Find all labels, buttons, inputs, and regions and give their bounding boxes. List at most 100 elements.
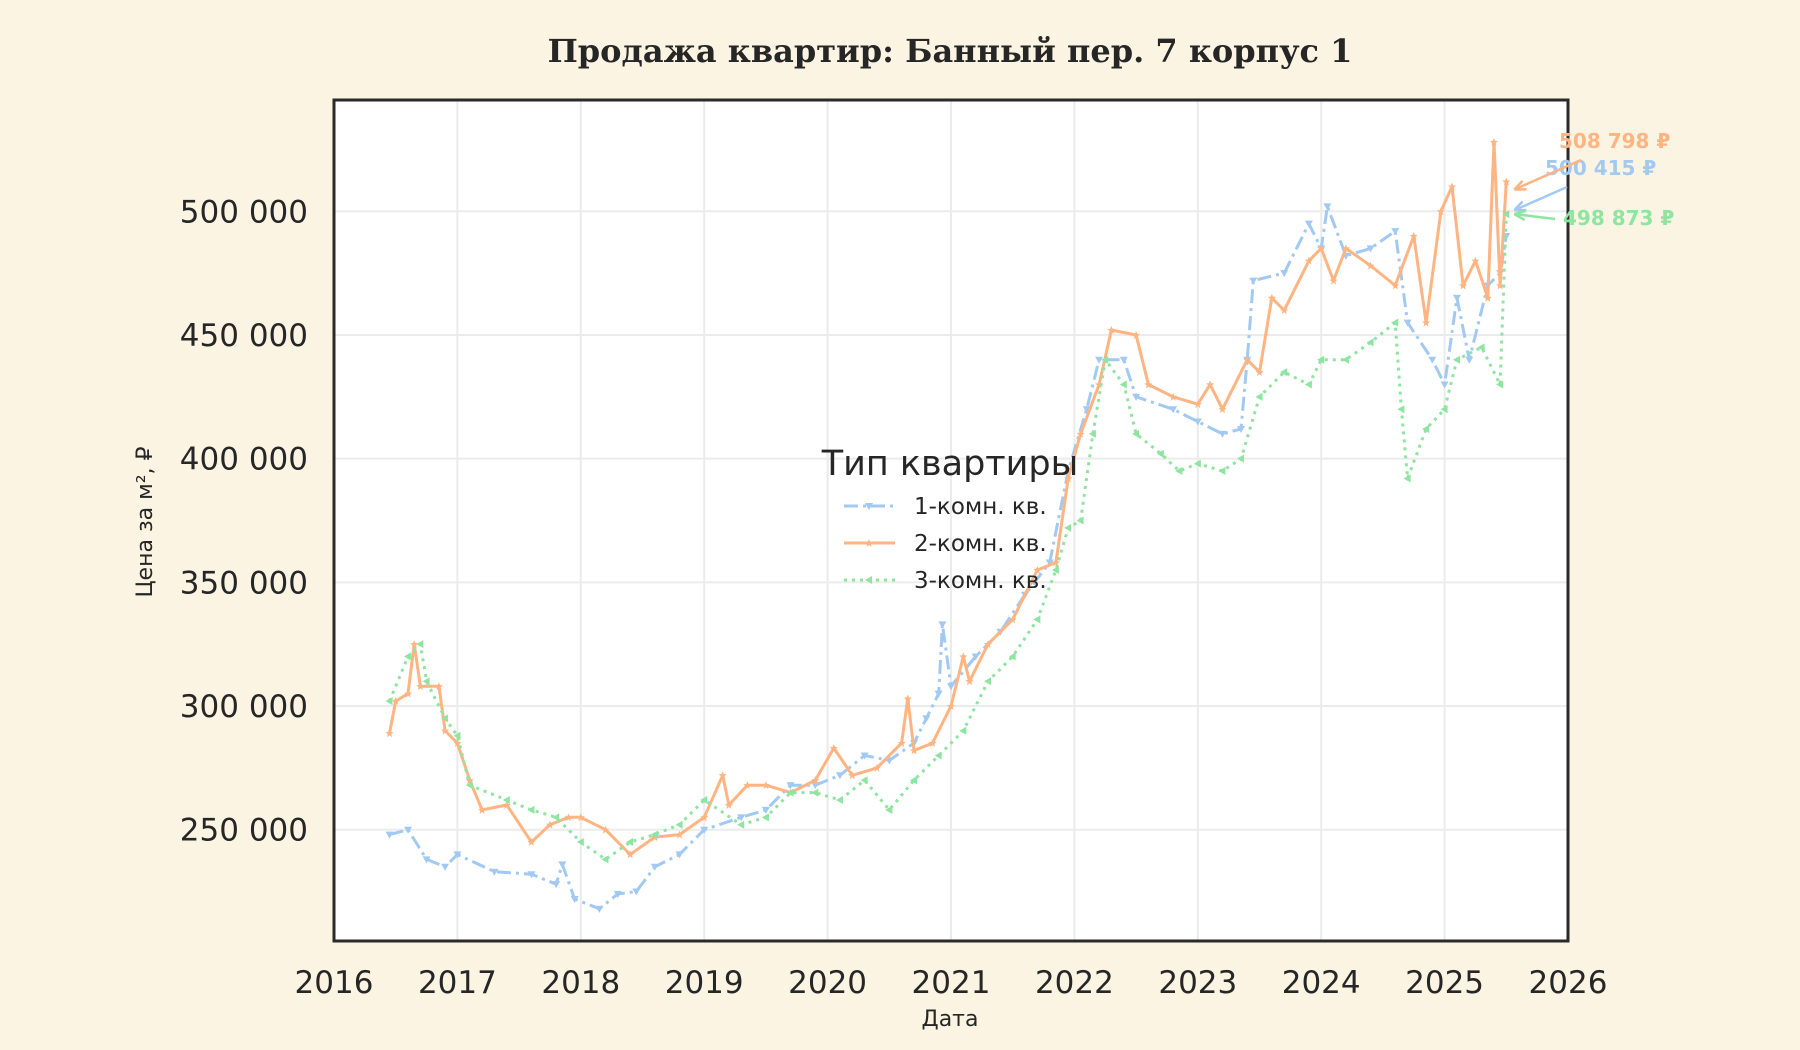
data-point	[1502, 210, 1510, 219]
data-point	[848, 771, 857, 780]
data-point	[1323, 203, 1332, 211]
data-point	[1101, 355, 1109, 364]
data-point	[811, 788, 819, 797]
data-point	[1169, 406, 1178, 414]
y-tick-label: 450 000	[180, 318, 308, 354]
legend-item-label: 1-комн. кв.	[914, 494, 1047, 520]
legend: Тип квартиры 1-комн. кв. 2-комн. кв. 3-ком…	[821, 444, 1079, 594]
data-point	[1193, 418, 1202, 426]
data-point	[965, 677, 974, 686]
data-point	[1064, 523, 1072, 532]
data-point	[934, 690, 943, 698]
data-point	[601, 855, 609, 864]
data-point	[650, 863, 659, 871]
data-point	[1236, 425, 1245, 433]
y-ticks: 250 000 300 000 350 000 400 000 450 000 500 0…	[180, 194, 308, 848]
series-3	[385, 210, 1510, 864]
series-line	[388, 214, 1508, 861]
data-point	[434, 682, 443, 691]
data-point	[934, 751, 942, 760]
data-point	[761, 781, 770, 790]
data-point	[1436, 207, 1445, 216]
data-point	[404, 826, 413, 834]
annotation-arrow	[1513, 185, 1568, 212]
data-point	[1391, 281, 1400, 290]
data-point	[626, 838, 634, 847]
data-point	[1088, 429, 1096, 438]
data-point	[1280, 368, 1288, 377]
data-point	[1144, 380, 1153, 389]
data-point	[1304, 220, 1313, 228]
data-point	[1119, 356, 1128, 364]
data-point	[872, 763, 881, 772]
annotation-arrow	[1514, 212, 1556, 221]
data-point	[1483, 293, 1492, 302]
data-point	[626, 850, 635, 859]
data-point	[441, 726, 450, 735]
data-point	[1366, 245, 1375, 253]
data-point	[453, 851, 462, 859]
data-point	[1459, 281, 1468, 290]
data-point	[441, 863, 450, 871]
data-point	[675, 851, 684, 859]
data-point	[441, 714, 449, 723]
data-point	[1409, 232, 1418, 241]
data-point	[1107, 326, 1116, 335]
data-point	[1243, 355, 1252, 364]
data-point	[410, 640, 419, 649]
data-point	[1391, 318, 1399, 327]
chart-title: Продажа квартир: Банный пер. 7 корпус 1	[548, 32, 1353, 70]
data-point	[404, 689, 413, 698]
data-point	[465, 781, 473, 790]
data-point	[422, 677, 430, 686]
data-point	[1132, 330, 1141, 339]
data-point	[1465, 356, 1474, 364]
data-point	[1064, 474, 1073, 483]
data-point	[865, 539, 873, 547]
data-point	[1448, 182, 1457, 191]
data-point	[453, 739, 462, 748]
data-point	[1440, 381, 1449, 389]
data-point	[1156, 449, 1164, 458]
data-point	[829, 744, 838, 753]
data-point	[1218, 430, 1227, 438]
data-point	[860, 776, 868, 785]
x-tick-label: 2020	[788, 965, 867, 1001]
data-point	[391, 697, 400, 706]
data-point	[1317, 244, 1326, 253]
data-point	[909, 776, 917, 785]
data-point	[1095, 380, 1104, 389]
data-point	[1502, 177, 1511, 186]
data-point	[1033, 615, 1041, 624]
last-value-annotations: 500 415 ₽508 798 ₽498 873 ₽	[1513, 129, 1674, 230]
x-tick-label: 2023	[1158, 965, 1237, 1001]
data-point	[453, 731, 461, 740]
data-point	[1132, 429, 1140, 438]
data-point	[1051, 565, 1059, 574]
data-point	[601, 825, 610, 834]
data-point	[385, 697, 393, 706]
data-point	[903, 694, 912, 703]
data-point	[959, 726, 967, 735]
x-tick-label: 2016	[295, 965, 374, 1001]
data-point	[576, 838, 584, 847]
data-point	[416, 682, 425, 691]
data-point	[552, 881, 561, 889]
annotation-arrowhead	[1513, 209, 1527, 222]
data-point	[947, 702, 955, 711]
data-point	[700, 826, 709, 834]
data-point	[1391, 228, 1400, 236]
data-point	[865, 576, 872, 584]
data-point	[737, 814, 746, 822]
data-point	[1008, 652, 1016, 661]
data-point	[700, 813, 709, 822]
data-point	[570, 895, 579, 903]
legend-title: Тип квартиры	[821, 444, 1079, 484]
data-point	[1428, 356, 1437, 364]
legend-item-label: 3-комн. кв.	[914, 568, 1047, 594]
y-tick-label: 500 000	[180, 194, 308, 230]
data-point	[1397, 405, 1405, 414]
data-point	[527, 871, 536, 879]
data-point	[1095, 356, 1104, 364]
data-point	[811, 782, 820, 790]
